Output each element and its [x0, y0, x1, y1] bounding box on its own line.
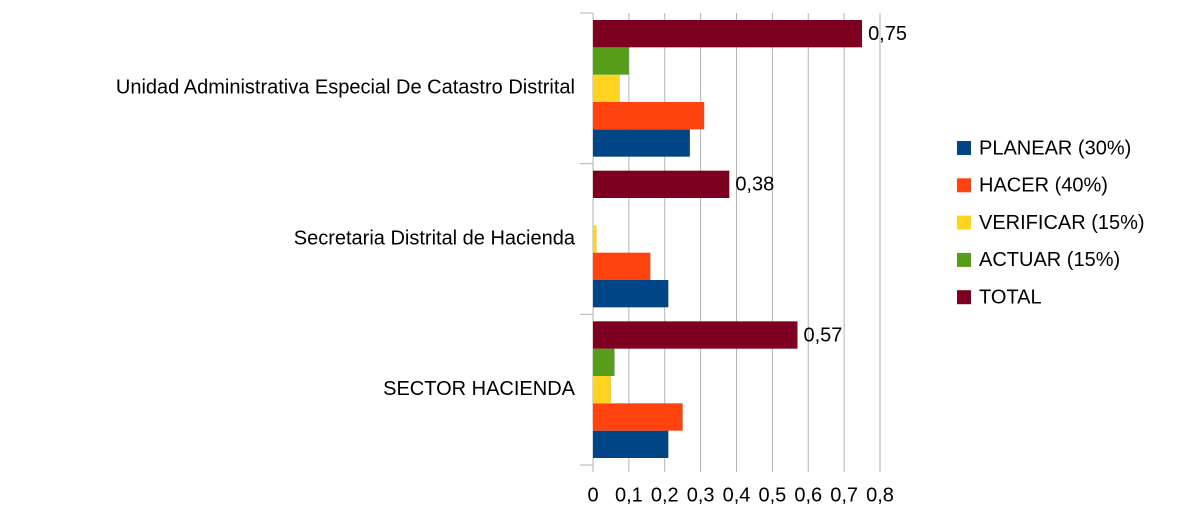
- x-tick-label: 0: [587, 484, 598, 506]
- x-tick-label: 0,1: [615, 484, 643, 506]
- legend-swatch: [957, 141, 971, 155]
- legend-label: HACER (40%): [979, 175, 1108, 197]
- legend-label: TOTAL: [979, 286, 1042, 308]
- bar: [593, 430, 669, 458]
- bar: [593, 170, 730, 198]
- bar: [593, 280, 669, 308]
- x-tick-label: 0,3: [687, 484, 715, 506]
- bar: [593, 252, 651, 280]
- x-tick-label: 0,7: [830, 484, 858, 506]
- x-tick-label: 0,4: [723, 484, 751, 506]
- data-label: 0,75: [868, 23, 907, 45]
- data-label: 0,38: [735, 174, 774, 196]
- bar: [593, 20, 863, 48]
- bar: [593, 225, 597, 253]
- legend-swatch: [957, 215, 971, 230]
- y-tick-label: Unidad Administrativa Especial De Catast…: [116, 77, 575, 99]
- bar: [593, 321, 798, 349]
- bar: [593, 403, 683, 431]
- legend-label: VERIFICAR (15%): [979, 212, 1145, 234]
- x-tick-label: 0,5: [758, 484, 786, 506]
- bar: [593, 376, 611, 404]
- y-tick-label: SECTOR HACIENDA: [383, 378, 576, 400]
- bar: [593, 47, 629, 75]
- bar: [593, 102, 705, 130]
- x-tick-label: 0,2: [651, 484, 679, 506]
- legend-label: ACTUAR (15%): [979, 249, 1120, 271]
- bar: [593, 74, 620, 102]
- legend-swatch: [957, 252, 971, 267]
- bar: [593, 129, 690, 157]
- legend-swatch: [957, 290, 971, 305]
- bar: [593, 348, 615, 376]
- y-tick-label: Secretaria Distrital de Hacienda: [294, 227, 576, 249]
- data-label: 0,57: [803, 324, 842, 346]
- x-tick-label: 0,8: [866, 484, 894, 506]
- x-tick-label: 0,6: [794, 484, 822, 506]
- legend-swatch: [957, 178, 971, 193]
- legend-label: PLANEAR (30%): [979, 137, 1131, 159]
